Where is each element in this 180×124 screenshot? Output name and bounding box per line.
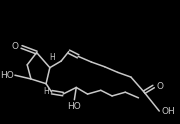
Text: O: O xyxy=(156,82,163,91)
Text: HO: HO xyxy=(0,71,14,80)
Text: H: H xyxy=(49,53,55,62)
Text: O: O xyxy=(12,42,19,51)
Text: H: H xyxy=(43,87,49,96)
Text: HO: HO xyxy=(68,102,81,111)
Text: OH: OH xyxy=(161,107,175,116)
